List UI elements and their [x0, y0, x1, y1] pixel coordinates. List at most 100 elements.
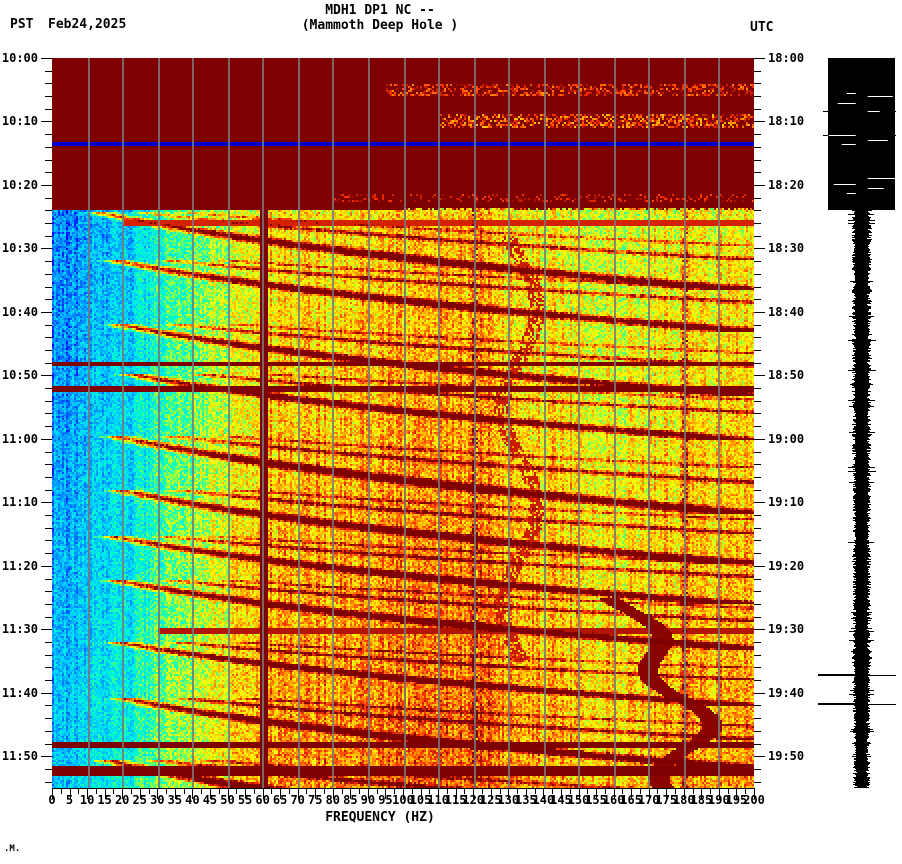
- time-tick: [754, 655, 761, 656]
- time-tick: [45, 667, 52, 668]
- time-tick-label-utc: 19:20: [768, 558, 805, 573]
- time-tick: [45, 528, 52, 529]
- time-tick: [754, 350, 761, 351]
- time-tick: [45, 515, 52, 516]
- time-tick-label-pst: 10:10: [1, 114, 38, 129]
- helicorder-trace-image: [818, 58, 896, 788]
- frequency-tick-label: 180: [672, 793, 695, 807]
- time-tick: [45, 731, 52, 732]
- frequency-tick-label: 60: [255, 793, 270, 807]
- frequency-tick: [464, 788, 465, 794]
- frequency-tick: [614, 788, 615, 799]
- time-tick: [754, 147, 761, 148]
- frequency-tick: [315, 788, 316, 799]
- frequency-tick-label: 120: [462, 793, 485, 807]
- time-tick: [754, 160, 761, 161]
- frequency-tick-label: 75: [308, 793, 323, 807]
- time-tick: [754, 121, 765, 122]
- frequency-tick-label: 25: [132, 793, 147, 807]
- frequency-tick-label: 15: [97, 793, 112, 807]
- spectrogram-plot[interactable]: [52, 58, 754, 788]
- frequency-tick: [192, 788, 193, 799]
- frequency-tick: [210, 788, 211, 799]
- time-tick: [754, 718, 761, 719]
- frequency-tick-label: 195: [725, 793, 748, 807]
- frequency-tick-label: 170: [637, 793, 660, 807]
- time-tick: [754, 604, 761, 605]
- time-tick-label-utc: 18:10: [768, 114, 805, 129]
- time-tick-label-utc: 19:50: [768, 749, 805, 764]
- time-tick: [754, 566, 765, 567]
- time-tick: [45, 401, 52, 402]
- frequency-tick: [517, 788, 518, 794]
- frequency-tick: [412, 788, 413, 794]
- frequency-tick-label: 125: [479, 793, 502, 807]
- frequency-tick-label: 50: [220, 793, 235, 807]
- frequency-tick: [728, 788, 729, 794]
- frequency-tick: [122, 788, 123, 799]
- time-tick: [45, 591, 52, 592]
- frequency-tick-label: 115: [444, 793, 467, 807]
- time-tick: [754, 274, 761, 275]
- frequency-tick: [745, 788, 746, 794]
- frequency-tick: [280, 788, 281, 799]
- time-tick-label-pst: 11:10: [1, 495, 38, 510]
- frequency-tick-label: 165: [620, 793, 642, 807]
- frequency-tick: [333, 788, 334, 799]
- time-tick: [754, 540, 761, 541]
- helicorder-trace-panel: [818, 58, 896, 788]
- frequency-tick: [184, 788, 185, 794]
- time-tick: [754, 705, 761, 706]
- frequency-tick: [552, 788, 553, 794]
- frequency-tick: [622, 788, 623, 794]
- frequency-tick: [526, 788, 527, 799]
- frequency-tick: [684, 788, 685, 799]
- page-subtitle: (Mammoth Deep Hole ): [301, 18, 459, 33]
- frequency-tick: [447, 788, 448, 794]
- time-tick: [45, 744, 52, 745]
- frequency-tick: [52, 788, 53, 799]
- frequency-tick: [245, 788, 246, 799]
- time-tick: [754, 58, 765, 59]
- frequency-tick-label: 20: [114, 793, 130, 807]
- time-tick: [41, 58, 52, 59]
- time-tick: [45, 388, 52, 389]
- time-tick: [41, 121, 52, 122]
- frequency-tick: [157, 788, 158, 799]
- time-tick: [754, 617, 761, 618]
- time-tick-label-utc: 18:00: [768, 51, 805, 65]
- time-tick: [45, 680, 52, 681]
- time-tick: [754, 452, 761, 453]
- frequency-tick: [403, 788, 404, 799]
- spectrogram-image: [52, 58, 754, 788]
- time-tick: [754, 413, 761, 414]
- time-tick: [45, 426, 52, 427]
- time-tick: [754, 109, 761, 110]
- frequency-tick: [385, 788, 386, 799]
- time-tick-label-utc: 18:40: [768, 304, 805, 319]
- frequency-tick: [693, 788, 694, 794]
- frequency-tick: [596, 788, 597, 799]
- frequency-tick-label: 10: [79, 793, 95, 807]
- time-tick-label-pst: 11:50: [1, 749, 38, 764]
- time-tick: [754, 236, 761, 237]
- time-tick: [45, 477, 52, 478]
- frequency-tick: [429, 788, 430, 794]
- frequency-tick: [78, 788, 79, 794]
- time-tick: [45, 299, 52, 300]
- time-tick-label-pst: 10:20: [1, 177, 38, 192]
- time-tick: [754, 642, 761, 643]
- frequency-tick-label: 105: [409, 793, 432, 807]
- frequency-tick-label: 55: [237, 793, 253, 807]
- frequency-tick-label: 45: [202, 793, 218, 807]
- time-tick: [45, 223, 52, 224]
- time-tick-label-pst: 11:20: [1, 558, 38, 573]
- time-tick: [754, 553, 761, 554]
- frequency-tick: [640, 788, 641, 794]
- time-tick: [45, 274, 52, 275]
- frequency-tick-label: 145: [550, 793, 572, 807]
- time-tick: [45, 718, 52, 719]
- time-tick: [754, 312, 765, 313]
- time-tick: [754, 83, 761, 84]
- time-tick: [45, 782, 52, 783]
